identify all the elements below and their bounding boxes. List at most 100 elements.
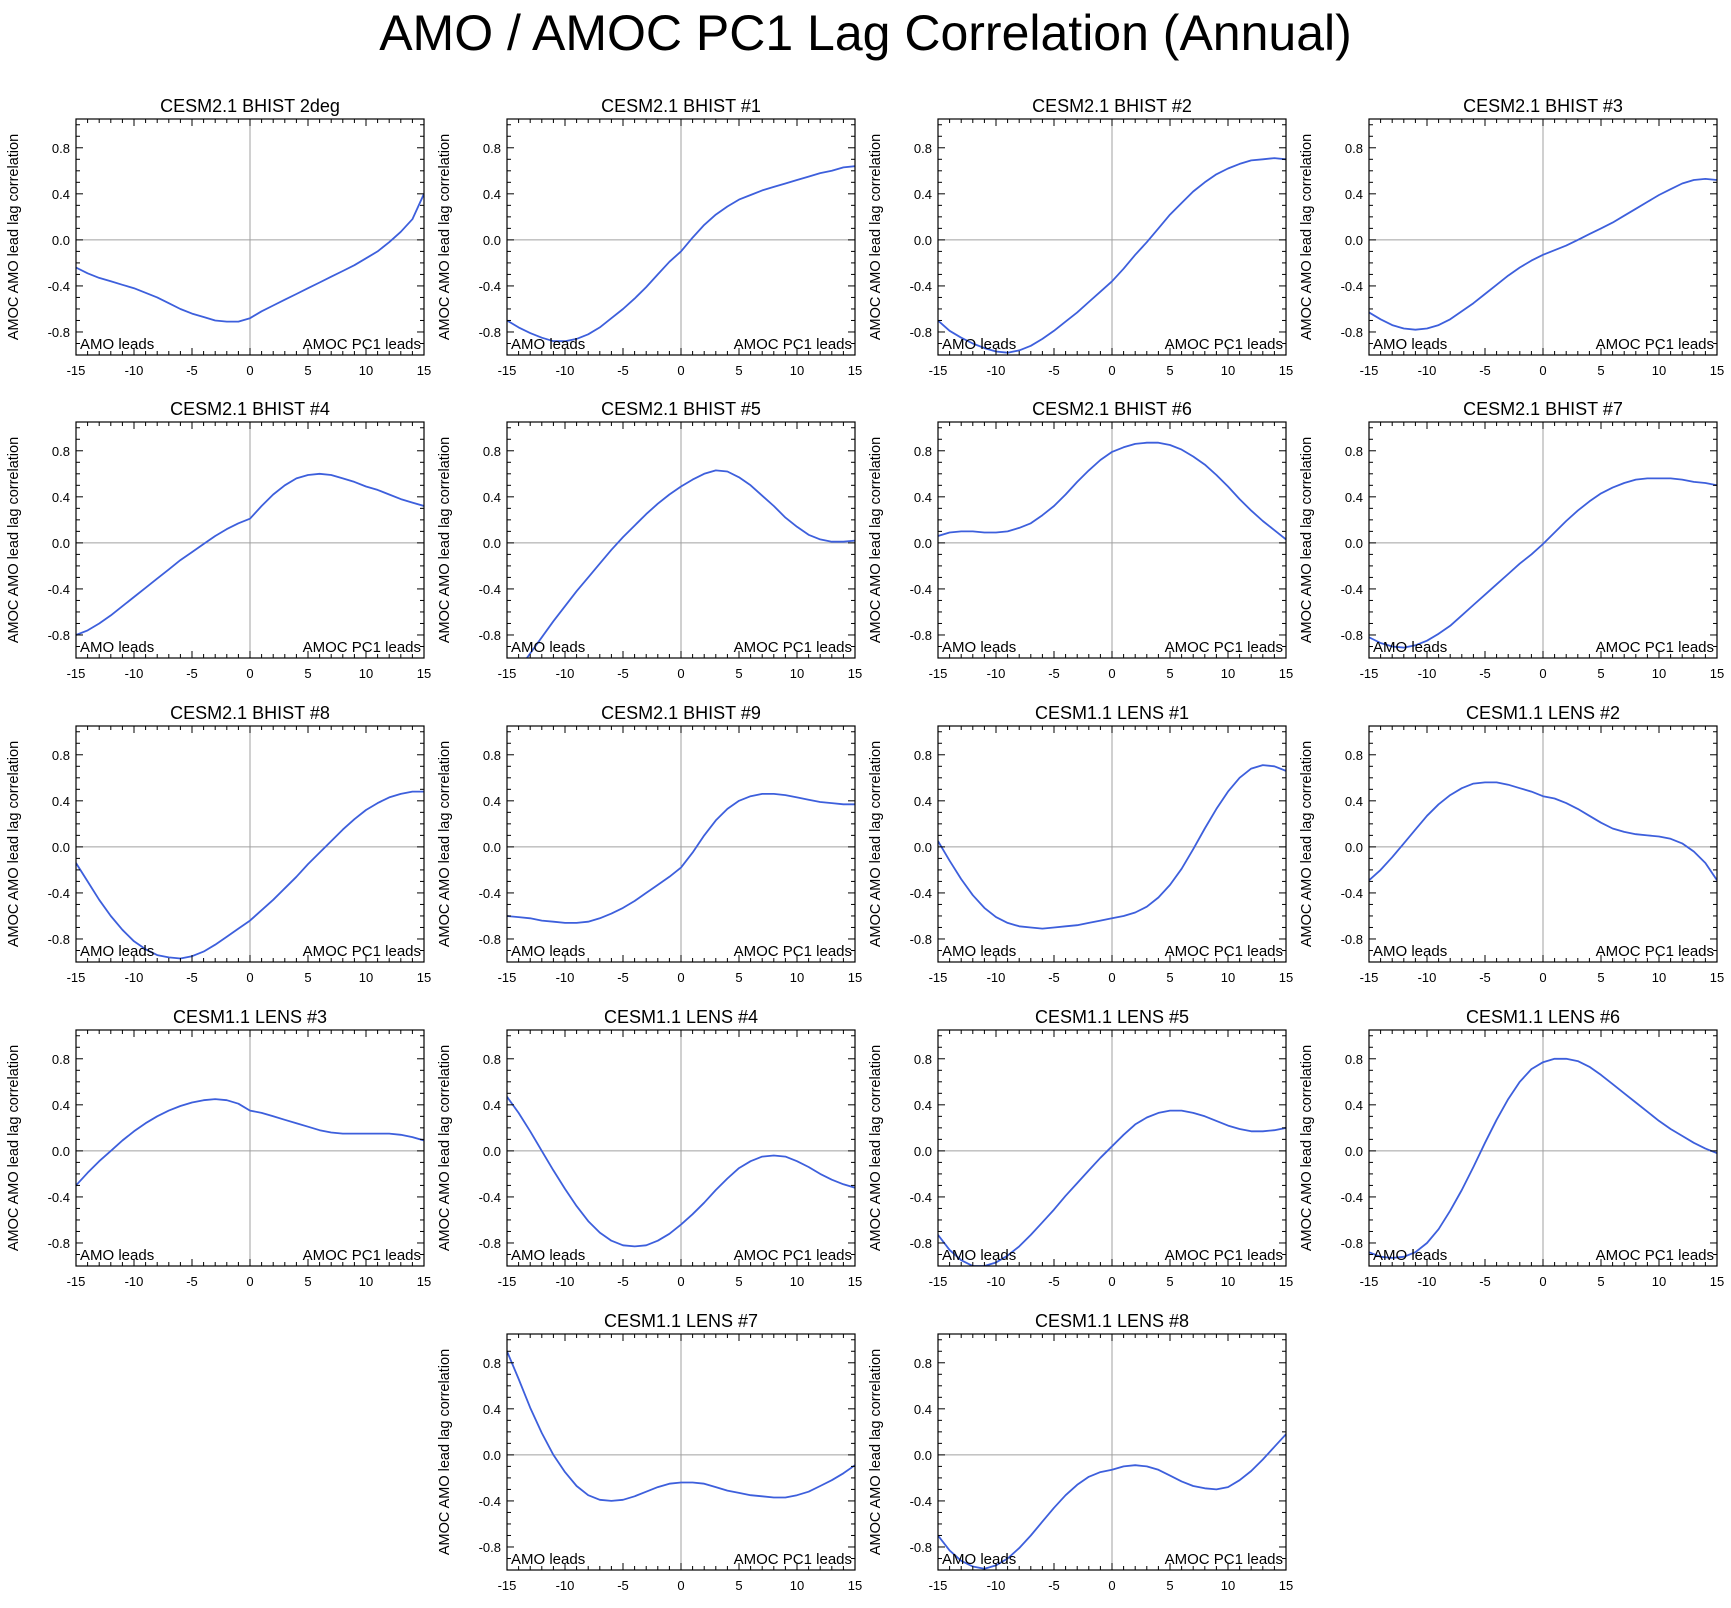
x-tick-label: 10	[790, 363, 804, 378]
y-tick-label: -0.4	[910, 279, 932, 294]
x-tick-label: -15	[498, 1274, 517, 1289]
y-tick-label: 0.8	[483, 1356, 501, 1371]
x-tick-label: 0	[1108, 1274, 1115, 1289]
panel-12: CESM1.1 LENS #2 -15 -10 -5 0 5 10 15 -0.8 -0.4 0.0…	[1299, 703, 1724, 985]
y-tick-label: -0.8	[910, 1236, 932, 1251]
y-tick-label: 0.0	[483, 1448, 501, 1463]
y-tick-label: -0.4	[479, 886, 501, 901]
y-tick-label: 0.4	[1345, 794, 1363, 809]
panel-title: CESM2.1 BHIST #2	[1032, 96, 1192, 116]
x-tick-label: 15	[1710, 1274, 1724, 1289]
x-tick-label: 15	[848, 1578, 862, 1593]
x-tick-label: -5	[186, 1274, 198, 1289]
x-tick-label: -10	[987, 1578, 1006, 1593]
x-tick-label: 5	[1597, 363, 1604, 378]
x-tick-label: 5	[304, 363, 311, 378]
y-tick-label: 0.4	[914, 1402, 932, 1417]
panel-title: CESM1.1 LENS #3	[173, 1007, 327, 1027]
x-tick-label: -15	[929, 666, 948, 681]
amoc-leads-label: AMOC PC1 leads	[1596, 336, 1714, 353]
x-tick-label: 5	[1597, 1274, 1604, 1289]
y-tick-label: 0.8	[52, 141, 70, 156]
x-tick-label: 0	[1108, 970, 1115, 985]
y-tick-label: 0.0	[914, 840, 932, 855]
amo-leads-label: AMO leads	[942, 943, 1016, 960]
x-tick-label: 5	[735, 1578, 742, 1593]
y-tick-label: 0.0	[52, 1144, 70, 1159]
x-tick-label: 5	[1597, 970, 1604, 985]
data-line	[507, 165, 855, 343]
data-line	[938, 764, 1286, 930]
y-tick-label: 0.0	[52, 536, 70, 551]
y-tick-label: -0.8	[910, 325, 932, 340]
y-tick-label: 0.8	[1345, 444, 1363, 459]
panel-13: CESM1.1 LENS #3 -15 -10 -5 0 5 10 15 -0.8 -0.4 0.0…	[6, 1007, 431, 1289]
amoc-leads-label: AMOC PC1 leads	[734, 1551, 852, 1568]
x-tick-label: 5	[735, 1274, 742, 1289]
x-tick-label: 15	[417, 1274, 431, 1289]
x-tick-label: -5	[617, 970, 629, 985]
amoc-leads-label: AMOC PC1 leads	[303, 943, 421, 960]
x-tick-label: -10	[987, 970, 1006, 985]
x-tick-label: 5	[304, 970, 311, 985]
x-tick-label: -15	[1360, 363, 1379, 378]
amoc-leads-label: AMOC PC1 leads	[1596, 639, 1714, 656]
y-axis-label: AMOC AMO lead lag correlation	[868, 1349, 884, 1555]
x-tick-label: 15	[1279, 1274, 1293, 1289]
y-axis-label: AMOC AMO lead lag correlation	[437, 437, 453, 643]
panel-title: CESM2.1 BHIST #7	[1463, 399, 1623, 419]
amoc-leads-label: AMOC PC1 leads	[1165, 639, 1283, 656]
y-tick-label: 0.4	[52, 1098, 70, 1113]
amoc-leads-label: AMOC PC1 leads	[734, 639, 852, 656]
x-tick-label: -5	[1479, 666, 1491, 681]
y-axis-label: AMOC AMO lead lag correlation	[437, 741, 453, 947]
x-tick-label: -5	[617, 1274, 629, 1289]
data-line	[1369, 781, 1717, 881]
panel-8: CESM2.1 BHIST #7 -15 -10 -5 0 5 10 15 -0.8 -0.4 0.…	[1299, 399, 1724, 681]
y-tick-label: -0.8	[479, 628, 501, 643]
amo-leads-label: AMO leads	[1373, 639, 1447, 656]
x-tick-label: -15	[1360, 970, 1379, 985]
y-tick-label: 0.0	[1345, 1144, 1363, 1159]
y-tick-label: 0.8	[1345, 141, 1363, 156]
x-tick-label: 15	[1279, 363, 1293, 378]
panel-2: CESM2.1 BHIST #1 -15 -10 -5 0 5 10 15 -0.8 -0.4 0.…	[437, 96, 862, 378]
panel-15: CESM1.1 LENS #5 -15 -10 -5 0 5 10 15 -0.8 -0.4 0.0…	[868, 1007, 1293, 1289]
data-line	[1369, 477, 1717, 649]
y-tick-label: 0.4	[914, 187, 932, 202]
x-tick-label: 10	[790, 666, 804, 681]
y-tick-label: 0.4	[483, 1098, 501, 1113]
panel-title: CESM1.1 LENS #7	[604, 1311, 758, 1331]
x-tick-label: 10	[1221, 666, 1235, 681]
y-tick-label: -0.8	[1341, 325, 1363, 340]
x-tick-label: 0	[246, 363, 253, 378]
y-tick-label: -0.4	[479, 279, 501, 294]
y-tick-label: 0.8	[483, 141, 501, 156]
x-tick-label: -5	[186, 666, 198, 681]
x-tick-label: 10	[790, 1578, 804, 1593]
x-tick-label: -15	[67, 1274, 86, 1289]
y-tick-label: -0.4	[910, 1494, 932, 1509]
y-tick-label: -0.4	[48, 279, 70, 294]
data-line	[76, 472, 424, 636]
y-tick-label: -0.4	[48, 582, 70, 597]
y-tick-label: 0.0	[483, 233, 501, 248]
panel-11: CESM1.1 LENS #1 -15 -10 -5 0 5 10 15 -0.8 -0.4 0.0…	[868, 703, 1293, 985]
x-tick-label: 5	[735, 970, 742, 985]
y-tick-label: 0.0	[1345, 840, 1363, 855]
x-tick-label: -10	[125, 970, 144, 985]
amo-leads-label: AMO leads	[511, 1247, 585, 1264]
y-tick-label: -0.8	[1341, 1236, 1363, 1251]
x-tick-label: -15	[498, 970, 517, 985]
x-tick-label: 10	[359, 1274, 373, 1289]
y-tick-label: 0.0	[483, 1144, 501, 1159]
x-tick-label: 15	[848, 363, 862, 378]
y-axis-label: AMOC AMO lead lag correlation	[437, 134, 453, 340]
x-tick-label: -5	[617, 666, 629, 681]
amo-leads-label: AMO leads	[1373, 1247, 1447, 1264]
x-tick-label: 0	[1539, 1274, 1546, 1289]
x-tick-label: -10	[556, 1578, 575, 1593]
x-tick-label: -15	[929, 970, 948, 985]
x-tick-label: 0	[677, 1578, 684, 1593]
panel-7: CESM2.1 BHIST #6 -15 -10 -5 0 5 10 15 -0.8 -0.4 0.…	[868, 399, 1293, 681]
